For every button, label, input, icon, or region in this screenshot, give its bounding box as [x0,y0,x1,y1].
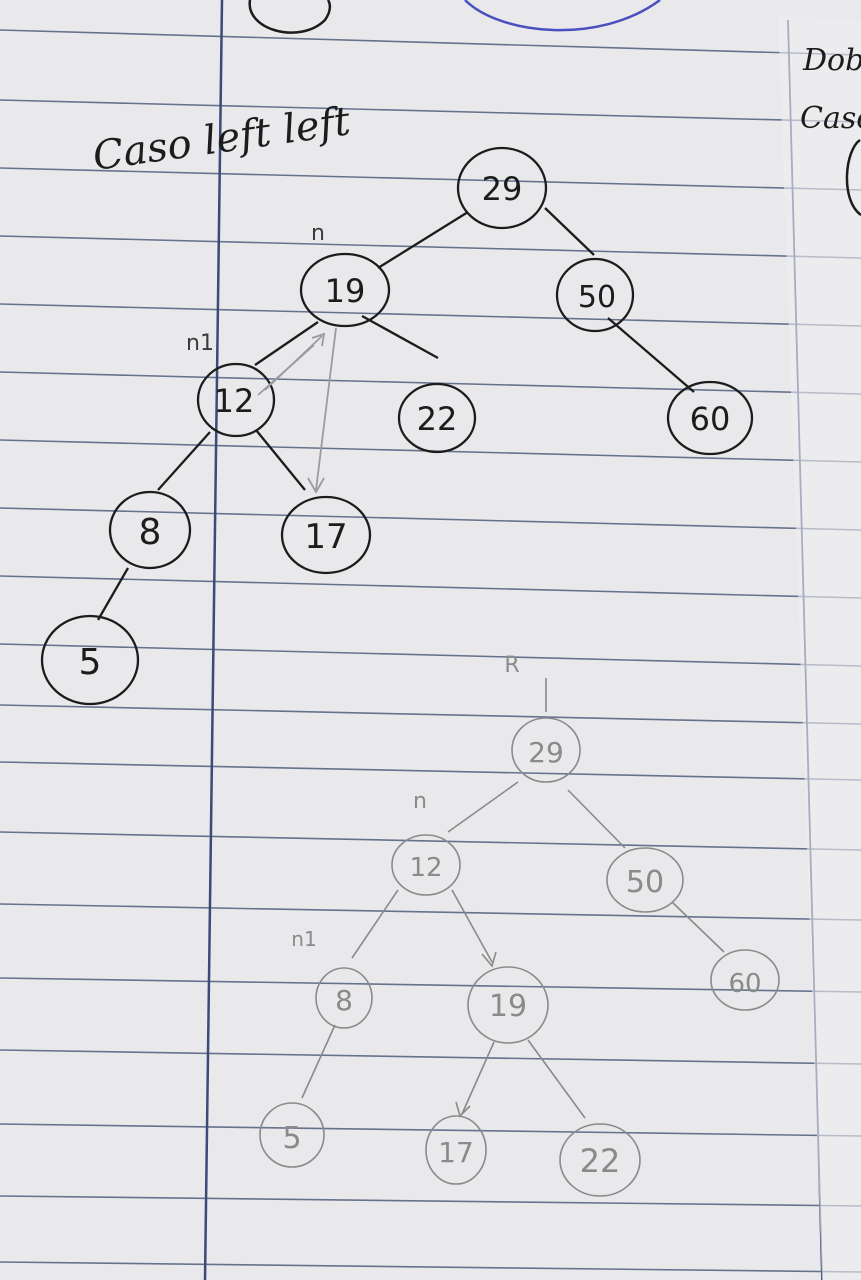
node-value: 22 [417,400,458,438]
edge-12-8 [351,889,399,959]
node-value: 8 [335,984,353,1017]
marker-n1: n1 [186,331,214,356]
node-value: 8 [139,512,162,553]
node-29-circle [456,146,548,230]
node-value: 5 [282,1121,301,1156]
edge-19-22 [527,1039,586,1119]
node-value: 22 [580,1142,621,1180]
node-19-circle [299,252,391,328]
node-value: 29 [482,170,523,208]
node-22-circle [397,382,477,454]
edge-12-17 [255,429,306,491]
node-8-circle [315,967,373,1029]
rotation-arrows [257,327,337,494]
node-value: 17 [438,1136,474,1169]
node-5-circle [40,614,140,706]
partial-circle-top [248,0,332,34]
node-17-circle [425,1115,487,1185]
tree-after [259,678,780,1197]
marker-n1: n1 [291,927,316,951]
node-value: 12 [409,853,442,883]
marker-r: R [504,653,519,678]
edge-19-17 [461,1041,495,1115]
edge-8-5 [301,1024,336,1099]
edge-50-60 [671,901,725,953]
margin-note-line2: Caso [800,101,861,136]
marker-n: n [413,789,427,814]
ruled-lines [0,29,861,1273]
marker-n: n [311,221,325,246]
node-value: 12 [214,382,255,420]
page-edge [778,15,861,1280]
edge-12-19 [451,889,493,963]
edge-50-60 [607,317,695,393]
node-50-circle [606,847,684,913]
partial-circle-right [845,138,861,217]
tree-before-labels: 29 19 50 12 22 60 8 17 5 n n1 [79,170,731,683]
node-value: 29 [528,736,564,769]
node-12-circle [391,834,461,896]
edge-29-12 [447,781,519,833]
node-value: 50 [626,865,664,900]
page-heading: Caso left left [90,98,354,180]
edge-19-22 [361,314,439,360]
margin-line-left [203,0,224,1280]
tree-after-labels: 29 12 50 8 19 60 5 17 22 R n n1 [282,653,761,1180]
node-value: 19 [489,989,527,1024]
edge-29-50 [544,207,595,256]
arrow-head-19 [481,951,497,968]
tree-before [40,146,754,706]
node-17-circle [280,495,372,575]
node-29-circle [511,717,581,783]
arrow-head-17 [455,1101,471,1118]
node-60-circle [666,380,754,456]
node-19-circle [467,966,549,1044]
node-value: 5 [79,642,102,683]
node-22-circle [559,1123,641,1197]
partial-blue-arc [464,0,661,32]
edge-8-5 [97,567,129,621]
node-value: 60 [728,969,761,999]
node-50-circle [555,257,635,333]
node-8-circle [108,490,192,570]
edge-29-50 [567,789,626,849]
margin-note-line1: Dob [802,43,861,78]
node-value: 60 [690,400,731,438]
node-12-circle [196,362,276,438]
edge-29-19 [377,211,469,269]
edge-19-12 [254,321,319,366]
node-5-circle [259,1102,325,1168]
node-value: 17 [304,517,347,557]
node-value: 50 [578,280,616,315]
edge-12-8 [157,431,211,491]
node-value: 19 [325,272,366,310]
node-60-circle [710,949,780,1011]
